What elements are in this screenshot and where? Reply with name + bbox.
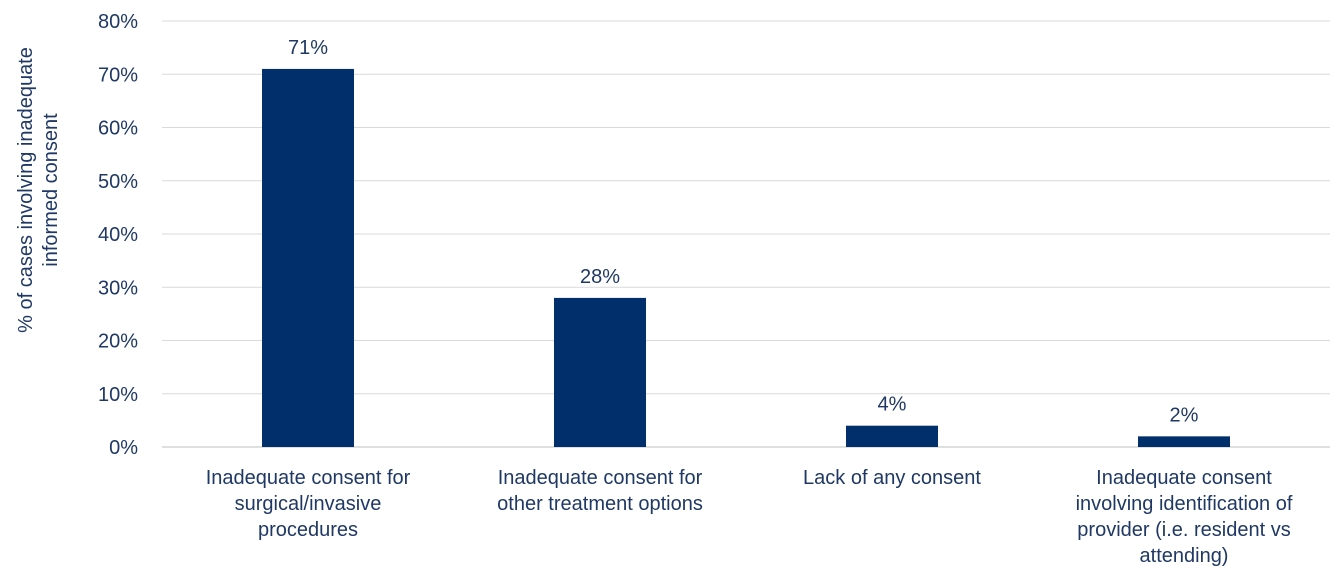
- bars: [262, 68, 1230, 448]
- y-tick-label: 50%: [98, 171, 138, 193]
- category-label: Inadequate consent involving identificati…: [1076, 467, 1293, 567]
- y-axis-ticks: 0% 10% 20% 30% 40% 50% 60% 70% 80%: [98, 11, 138, 459]
- y-tick-label: 40%: [98, 224, 138, 246]
- y-tick-label: 0%: [109, 437, 138, 459]
- category-label: Lack of any consent: [803, 467, 981, 489]
- bar: [554, 297, 646, 447]
- y-tick-label: 30%: [98, 277, 138, 299]
- data-label: 71%: [288, 37, 328, 59]
- category-label: Inadequate consent for other treatment op…: [497, 467, 703, 515]
- y-tick-label: 70%: [98, 64, 138, 86]
- data-labels: 71% 28% 4% 2%: [288, 37, 1199, 426]
- category-label: Inadequate consent for surgical/invasive p…: [206, 467, 411, 541]
- bar: [846, 425, 938, 447]
- data-label: 28%: [580, 266, 620, 288]
- x-axis-categories: Inadequate consent for surgical/invasive p…: [206, 467, 1293, 567]
- data-label: 4%: [878, 394, 907, 416]
- data-label: 2%: [1170, 404, 1199, 426]
- bar: [1138, 436, 1230, 447]
- y-axis-title: % of cases involving inadequate informed …: [15, 47, 62, 333]
- gridlines: [162, 20, 1330, 448]
- y-tick-label: 80%: [98, 11, 138, 33]
- y-tick-label: 10%: [98, 384, 138, 406]
- y-tick-label: 60%: [98, 118, 138, 140]
- bar: [262, 68, 354, 448]
- y-tick-label: 20%: [98, 331, 138, 353]
